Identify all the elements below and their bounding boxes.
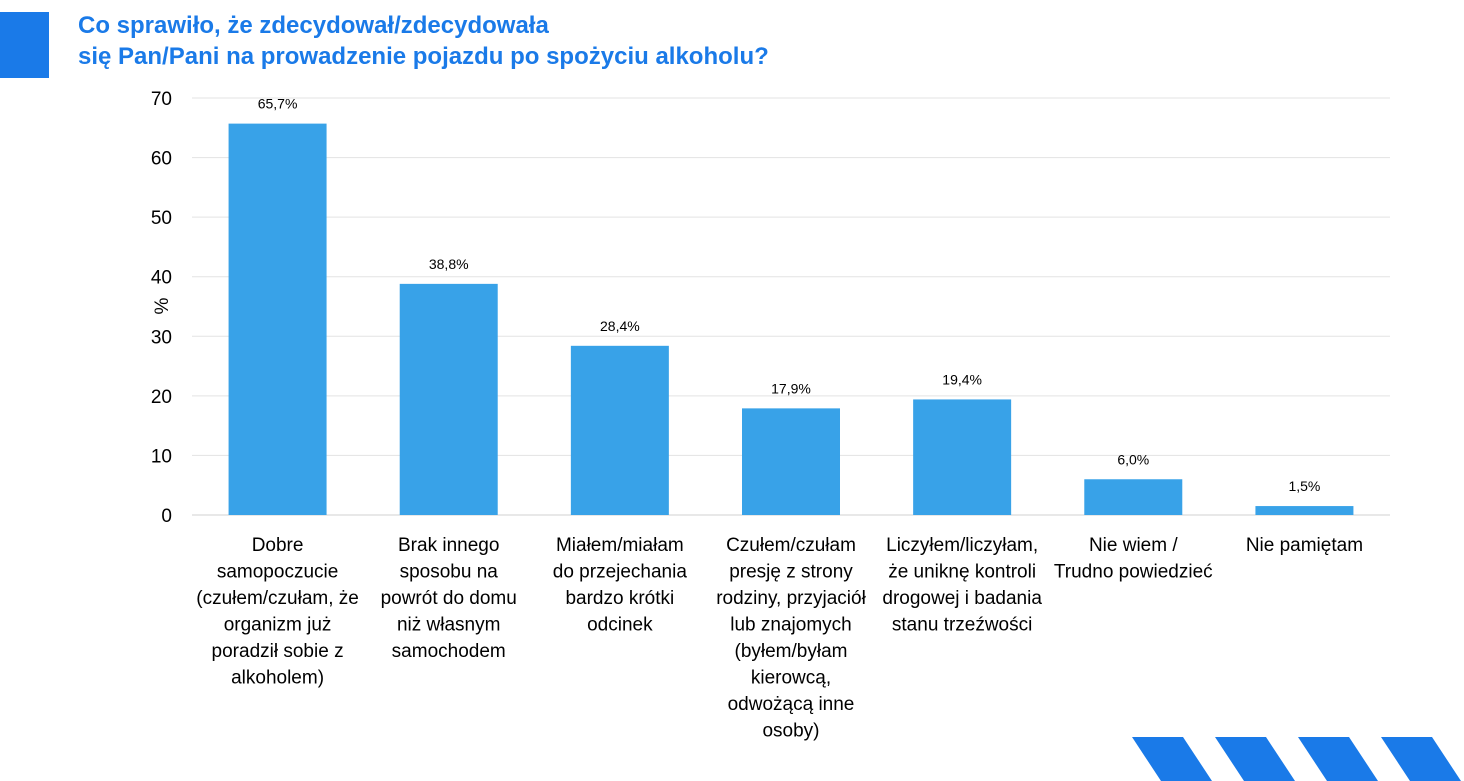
x-tick-label-line: Nie wiem /: [1089, 535, 1178, 556]
x-tick-label-line: Liczyłem/liczyłam,: [886, 535, 1038, 556]
x-tick-label-line: powrót do domu: [381, 588, 517, 609]
data-label: 28,4%: [600, 318, 640, 334]
x-tick-label-line: Dobre: [252, 535, 304, 556]
x-tick-label-line: Brak innego: [398, 535, 499, 556]
bar: [399, 283, 498, 515]
data-label: 38,8%: [429, 256, 469, 272]
x-tick-label-line: osoby): [762, 721, 819, 742]
x-tick-label-line: poradził sobie z: [212, 641, 344, 662]
stripe-2: [1215, 737, 1295, 781]
page-title: Co sprawiło, że zdecydował/zdecydowała s…: [78, 10, 769, 72]
data-label: 65,7%: [258, 96, 298, 112]
x-tick-label-line: Nie pamiętam: [1246, 535, 1363, 556]
x-tick-label: Nie wiem / Trudno powiedzieć: [1054, 535, 1213, 583]
x-tick-label-line: lub znajomych: [730, 615, 851, 636]
stripe-4: [1381, 737, 1461, 781]
x-tick-label-line: stanu trzeźwości: [892, 615, 1032, 636]
x-tick-label-line: Miałem/miałam: [556, 535, 684, 556]
x-tick-label: Miałem/miałam do przejechania bardzo krótk…: [553, 535, 688, 636]
stripe-1: [1132, 737, 1212, 781]
x-tick-label-line: kierowcą,: [751, 668, 831, 689]
x-tick-label-line: niż własnym: [397, 615, 500, 636]
bar: [1084, 479, 1183, 515]
x-tick-label-line: samopoczucie: [217, 562, 338, 583]
bar: [913, 399, 1012, 515]
stripe-3: [1298, 737, 1378, 781]
x-tick-label-line: do przejechania: [553, 562, 688, 583]
x-tick-label: Liczyłem/liczyłam, że uniknę kontroli drog…: [882, 535, 1042, 636]
x-tick-label-line: samochodem: [392, 641, 506, 662]
y-axis-label: %: [152, 297, 173, 314]
x-tick-label: Czułem/czułam presję z strony rodziny, prz…: [716, 535, 866, 742]
x-tick-label-line: odwożącą inne: [728, 694, 855, 715]
x-tick-label-line: że uniknę kontroli: [888, 562, 1036, 583]
x-tick-label-line: presję z strony: [729, 562, 853, 583]
y-tick-label: 40: [151, 268, 172, 289]
y-tick-label: 50: [151, 208, 172, 229]
x-tick-label: Dobre samopoczucie (czułem/czułam, że organ…: [196, 535, 359, 689]
x-tick-label-line: (czułem/czułam, że: [196, 588, 359, 609]
y-tick-label: 0: [161, 506, 172, 527]
title-line-1: Co sprawiło, że zdecydował/zdecydowała: [78, 12, 549, 39]
x-tick-label-line: sposobu na: [400, 562, 499, 583]
x-tick-label-line: (byłem/byłam: [735, 641, 848, 662]
x-tick-label: Brak innego sposobu na powrót do domu niż w…: [381, 535, 517, 662]
data-label: 1,5%: [1288, 478, 1320, 494]
bar: [1255, 506, 1354, 515]
x-tick-label: Nie pamiętam: [1246, 535, 1363, 556]
data-label: 19,4%: [942, 371, 982, 387]
x-tick-label-line: odcinek: [587, 615, 653, 636]
title-line-2: się Pan/Pani na prowadzenie pojazdu po s…: [78, 43, 769, 70]
x-tick-label-line: bardzo krótki: [565, 588, 674, 609]
y-tick-label: 60: [151, 149, 172, 170]
x-tick-label-line: drogowej i badania: [882, 588, 1042, 609]
x-tick-label-line: rodziny, przyjaciół: [716, 588, 866, 609]
y-tick-label: 70: [151, 89, 172, 110]
x-tick-label-line: organizm już: [224, 615, 332, 636]
x-tick-label-line: Czułem/czułam: [726, 535, 856, 556]
data-label: 17,9%: [771, 380, 811, 396]
x-tick-label-line: alkoholem): [231, 668, 324, 689]
data-label: 6,0%: [1117, 451, 1149, 467]
y-tick-label: 10: [151, 446, 172, 467]
y-tick-label: 20: [151, 387, 172, 408]
bar: [742, 408, 840, 515]
y-tick-label: 30: [151, 327, 172, 348]
accent-block: [0, 12, 49, 78]
x-tick-label-line: Trudno powiedzieć: [1054, 562, 1213, 583]
bar: [228, 123, 327, 515]
bar: [570, 345, 669, 515]
